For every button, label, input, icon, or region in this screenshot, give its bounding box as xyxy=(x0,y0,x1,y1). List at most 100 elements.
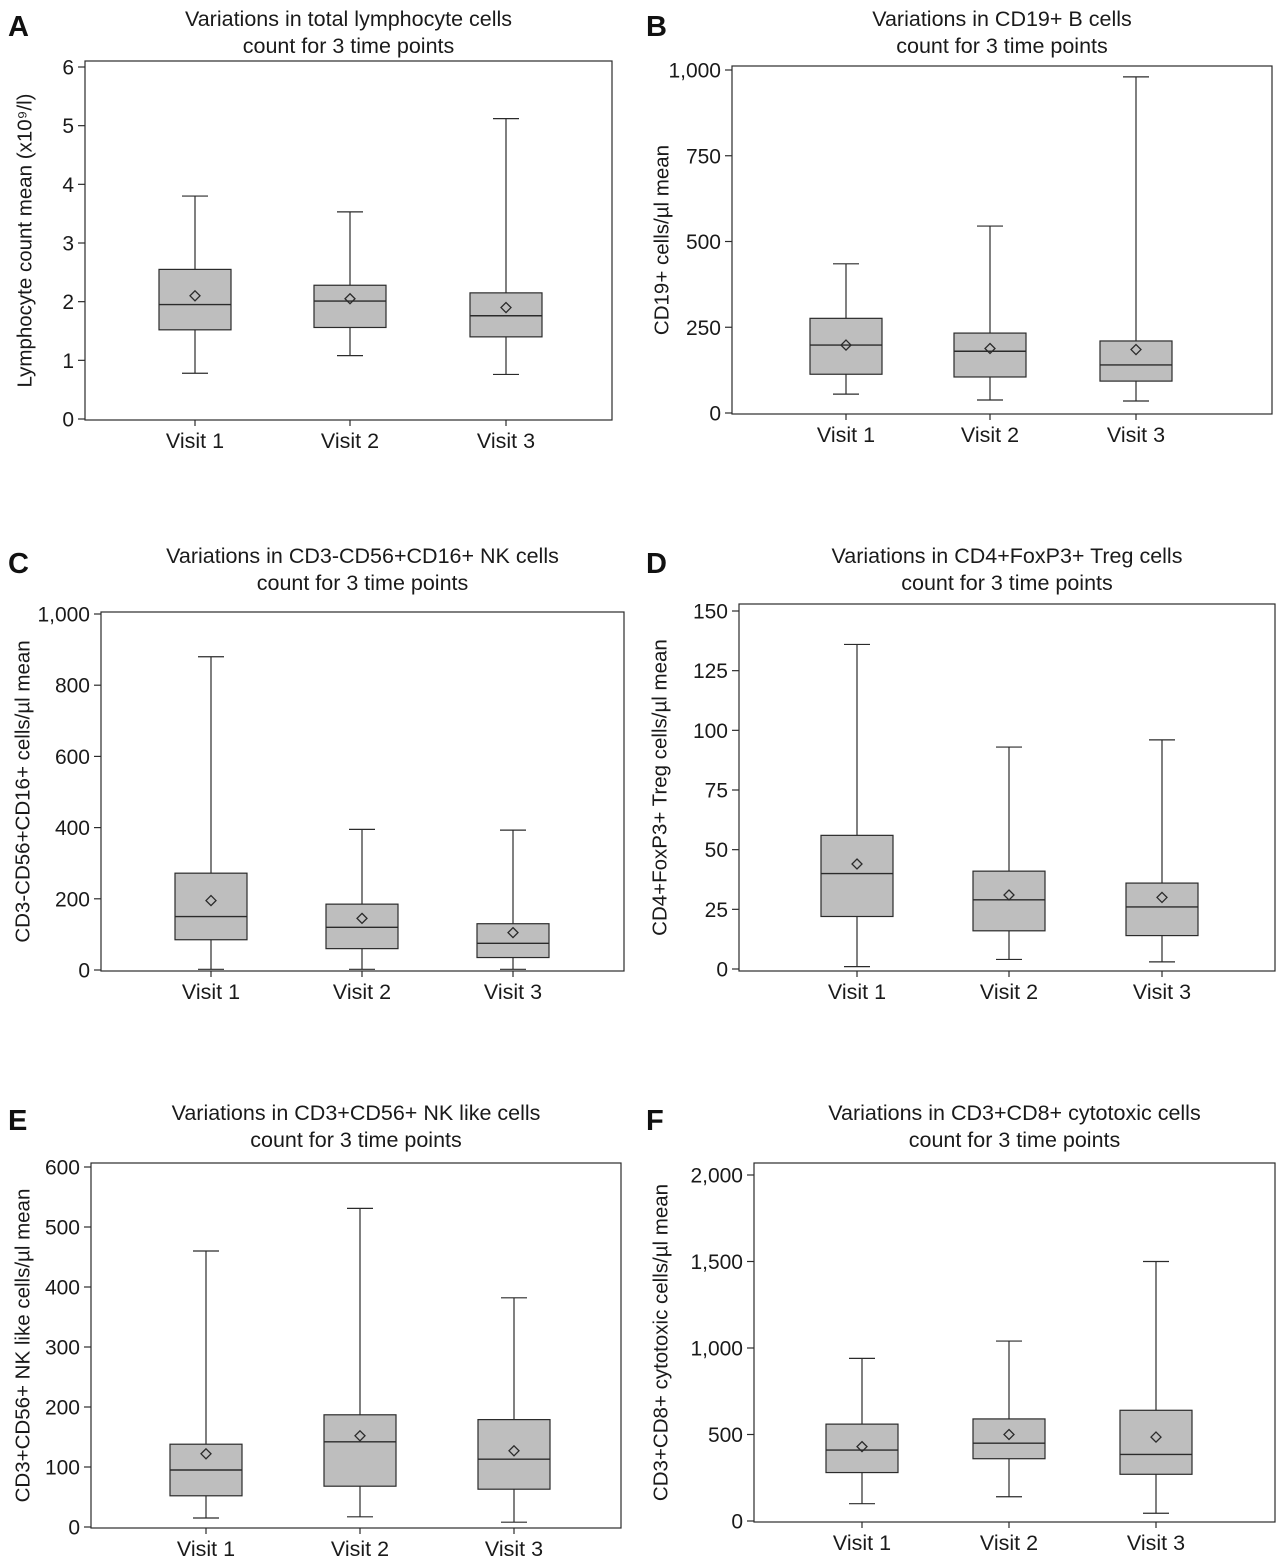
y-tick-label: 400 xyxy=(55,817,90,840)
chart-title-line: Variations in CD4+FoxP3+ Treg cells xyxy=(832,544,1183,568)
x-tick-label: Visit 3 xyxy=(1107,423,1165,447)
chart-panel-d: D Variations in CD4+FoxP3+ Treg cells coun… xyxy=(646,544,1276,1004)
panel-label: D xyxy=(646,548,667,580)
y-tick-label: 3 xyxy=(62,233,74,256)
chart-title-line: count for 3 time points xyxy=(250,1128,462,1152)
x-tick-label: Visit 3 xyxy=(485,1537,543,1561)
panel-label: B xyxy=(646,11,667,43)
mean-marker xyxy=(1003,889,1015,901)
y-tick-label: 300 xyxy=(45,1337,80,1360)
chart-title-line: count for 3 time points xyxy=(901,571,1113,595)
mean-marker xyxy=(1130,343,1142,356)
chart-title-line: count for 3 time points xyxy=(896,34,1108,58)
plot-frame xyxy=(753,1162,1276,1523)
box-visit-3 xyxy=(469,118,543,376)
mean-marker xyxy=(189,289,201,302)
x-tick-label: Visit 3 xyxy=(484,980,542,1004)
box-visit-1 xyxy=(820,643,894,968)
y-tick-label: 1,500 xyxy=(690,1251,743,1274)
box-visit-3 xyxy=(477,1297,551,1523)
iqr-box xyxy=(1099,340,1173,382)
mean-marker xyxy=(205,894,217,907)
y-tick-label: 600 xyxy=(55,746,90,769)
y-tick-label: 800 xyxy=(55,675,90,698)
x-tick-label: Visit 1 xyxy=(817,423,875,447)
y-tick-label: 4 xyxy=(62,174,74,197)
chart-title-line: count for 3 time points xyxy=(257,571,469,595)
mean-marker xyxy=(507,926,519,939)
y-tick-label: 100 xyxy=(693,720,728,743)
iqr-box xyxy=(972,1418,1046,1460)
iqr-box xyxy=(325,903,399,950)
y-axis-label: CD3+CD8+ cytotoxic cells/µl mean xyxy=(649,1184,672,1501)
x-tick-label: Visit 1 xyxy=(166,429,224,453)
box-visit-1 xyxy=(174,656,248,970)
chart-title-line: count for 3 time points xyxy=(909,1128,1121,1152)
chart-panel-c: C Variations in CD3-CD56+CD16+ NK cells co… xyxy=(8,544,625,1004)
y-tick-label: 200 xyxy=(55,888,90,911)
chart-title-line: count for 3 time points xyxy=(243,34,455,58)
iqr-box xyxy=(477,1418,551,1490)
y-tick-label: 0 xyxy=(78,960,90,983)
y-tick-label: 500 xyxy=(686,231,721,254)
y-tick-label: 2 xyxy=(62,291,74,314)
y-axis-label: CD3-CD56+CD16+ cells/µl mean xyxy=(11,640,34,942)
y-axis-label: CD19+ cells/µl mean xyxy=(650,145,673,335)
chart-panel-b: B Variations in CD19+ B cells count for 3 … xyxy=(646,7,1273,447)
x-tick-label: Visit 3 xyxy=(1127,1531,1185,1555)
y-tick-label: 6 xyxy=(62,57,74,80)
plot-frame xyxy=(731,65,1273,415)
y-tick-label: 1,000 xyxy=(668,60,721,83)
x-tick-label: Visit 2 xyxy=(980,1531,1038,1555)
mean-marker xyxy=(354,1429,366,1442)
chart-panel-e: E Variations in CD3+CD56+ NK like cells co… xyxy=(8,1101,622,1561)
box-visit-1 xyxy=(169,1250,243,1519)
y-tick-label: 50 xyxy=(705,839,728,862)
panel-label: C xyxy=(8,548,29,580)
y-tick-label: 100 xyxy=(45,1457,80,1480)
y-tick-label: 125 xyxy=(693,660,728,683)
box-visit-2 xyxy=(313,211,387,357)
y-tick-label: 200 xyxy=(45,1397,80,1420)
y-tick-label: 150 xyxy=(693,601,728,624)
x-tick-label: Visit 2 xyxy=(961,423,1019,447)
box-visit-2 xyxy=(972,1340,1046,1498)
x-tick-label: Visit 2 xyxy=(333,980,391,1004)
y-tick-label: 0 xyxy=(62,409,74,432)
box-visit-3 xyxy=(1119,1260,1193,1514)
plot-frame xyxy=(84,60,613,421)
x-tick-label: Visit 2 xyxy=(321,429,379,453)
y-tick-label: 600 xyxy=(45,1157,80,1180)
y-tick-label: 1,000 xyxy=(690,1338,743,1361)
chart-title-line: Variations in CD3+CD56+ NK like cells xyxy=(172,1101,541,1125)
box-visit-1 xyxy=(825,1357,899,1505)
y-tick-label: 25 xyxy=(705,899,728,922)
y-tick-label: 1 xyxy=(62,350,74,373)
mean-marker xyxy=(856,1440,868,1453)
box-visit-2 xyxy=(323,1207,397,1518)
box-visit-3 xyxy=(1125,739,1199,963)
x-tick-label: Visit 1 xyxy=(177,1537,235,1561)
box-visit-1 xyxy=(158,195,232,374)
chart-title-line: Variations in CD3+CD8+ cytotoxic cells xyxy=(828,1101,1200,1125)
y-tick-label: 0 xyxy=(68,1517,80,1540)
y-tick-label: 250 xyxy=(686,317,721,340)
box-visit-2 xyxy=(325,828,399,970)
iqr-box xyxy=(313,284,387,329)
x-tick-label: Visit 1 xyxy=(833,1531,891,1555)
mean-marker xyxy=(1003,1428,1015,1441)
y-tick-label: 0 xyxy=(716,959,728,982)
mean-marker xyxy=(984,342,996,355)
iqr-box xyxy=(825,1423,899,1474)
iqr-box xyxy=(1125,882,1199,937)
iqr-box xyxy=(953,332,1027,378)
x-tick-label: Visit 3 xyxy=(1133,980,1191,1004)
iqr-box xyxy=(820,834,894,918)
panel-label: E xyxy=(8,1105,27,1137)
box-visit-2 xyxy=(953,225,1027,401)
mean-marker xyxy=(356,912,368,925)
y-axis-label: CD3+CD56+ NK like cells/µl mean xyxy=(11,1189,34,1503)
y-tick-label: 500 xyxy=(708,1424,743,1447)
x-tick-label: Visit 3 xyxy=(477,429,535,453)
